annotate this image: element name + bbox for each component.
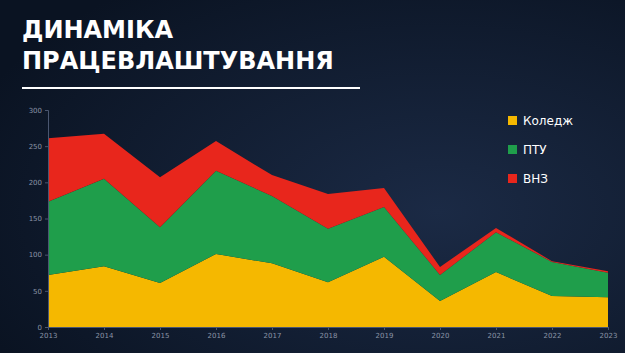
x-tick-label: 2023 [600,332,618,340]
legend-swatch [508,116,517,125]
x-axis: 2013 2014 2015 2016 2017 2018 2019 2020 2021 2022… [40,327,618,340]
y-axis: 0 50 100 150 200 250 300 [29,107,49,332]
x-tick: 2017 [264,327,282,340]
x-tick-mark [328,327,329,330]
x-tick-label: 2020 [432,332,450,340]
x-tick-mark [272,327,273,330]
x-tick: 2021 [488,327,506,340]
chart: ДИНАМІКА ПРАЦЕВЛАШТУВАННЯ 0 50 100 150 200 250 3… [0,0,625,353]
y-tick-label: 250 [29,143,42,151]
x-tick: 2020 [432,327,450,340]
legend: Коледж ПТУ ВНЗ [508,114,573,186]
legend-item: ВНЗ [508,172,548,186]
area-series [48,134,608,275]
title: ДИНАМІКА ПРАЦЕВЛАШТУВАННЯ [22,16,334,75]
x-tick-label: 2015 [152,332,170,340]
y-tick-label: 150 [29,215,42,223]
title-line: ДИНАМІКА [22,16,174,44]
x-tick-mark [104,327,105,330]
y-tick-label: 100 [29,251,42,259]
y-tick-mark [45,146,48,147]
y-tick-mark [45,255,48,256]
x-tick: 2023 [600,327,618,340]
legend-label: ПТУ [523,143,547,157]
x-tick-label: 2022 [544,332,562,340]
x-tick-label: 2017 [264,332,282,340]
y-tick-label: 50 [33,288,42,296]
legend-label: Коледж [523,114,573,128]
x-tick: 2016 [208,327,226,340]
x-tick: 2022 [544,327,562,340]
y-tick-mark [45,327,48,328]
x-tick-label: 2013 [40,332,58,340]
x-tick-label: 2014 [96,332,114,340]
x-tick: 2019 [376,327,394,340]
y-tick: 200 [29,179,48,187]
x-tick: 2015 [152,327,170,340]
x-axis-line [49,328,609,331]
x-tick-mark [160,327,161,330]
y-tick-mark [45,291,48,292]
y-tick-mark [45,182,48,183]
x-tick: 2014 [96,327,114,340]
x-tick: 2018 [320,327,338,340]
y-tick-label: 200 [29,179,42,187]
legend-swatch [508,145,517,154]
x-tick-label: 2016 [208,332,226,340]
x-tick-label: 2021 [488,332,506,340]
title-rule [22,87,360,89]
y-tick-mark [45,110,48,111]
y-tick: 100 [29,251,48,259]
x-tick: 2013 [40,327,58,340]
plot-area [48,134,608,327]
x-tick-mark [48,327,49,330]
title-line: ПРАЦЕВЛАШТУВАННЯ [22,47,334,75]
y-tick-label: 300 [29,107,42,115]
y-tick: 0 [38,324,48,332]
legend-item: Коледж [508,114,573,128]
x-tick-mark [552,327,553,330]
x-tick-mark [216,327,217,330]
y-tick: 300 [29,107,48,115]
y-tick: 250 [29,143,48,151]
x-tick-label: 2019 [376,332,394,340]
legend-label: ВНЗ [523,172,548,186]
y-axis-line [45,111,49,328]
x-tick-label: 2018 [320,332,338,340]
x-tick-mark [608,327,609,330]
y-tick: 150 [29,215,48,223]
background [0,0,625,353]
x-tick-mark [440,327,441,330]
y-tick: 50 [33,288,48,296]
legend-swatch [508,174,517,183]
x-tick-mark [496,327,497,330]
legend-item: ПТУ [508,143,547,157]
x-tick-mark [384,327,385,330]
y-tick-mark [45,219,48,220]
y-tick-label: 0 [38,324,42,332]
